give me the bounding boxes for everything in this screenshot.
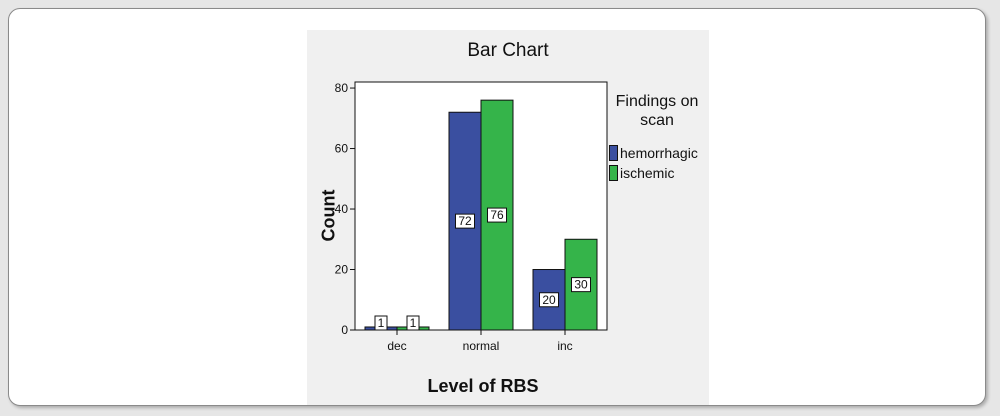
data-label: 30 — [574, 278, 588, 292]
legend-swatch-hemorrhagic — [609, 145, 618, 161]
y-tick-label: 20 — [335, 263, 349, 277]
legend-label-ischemic: ischemic — [620, 165, 675, 181]
chart-title: Bar Chart — [467, 40, 549, 61]
data-label-box — [406, 315, 420, 331]
legend-label-hemorrhagic: hemorrhagic — [620, 145, 698, 161]
y-tick-label: 80 — [335, 81, 349, 95]
data-label-box — [539, 292, 559, 308]
data-label-box — [374, 315, 388, 331]
x-axis-label: Level of RBS — [427, 376, 539, 396]
y-axis-label: Count — [318, 189, 339, 241]
data-label: 72 — [458, 214, 472, 228]
data-label-box — [455, 213, 475, 229]
data-label: 20 — [542, 293, 556, 307]
data-label-box — [571, 277, 591, 293]
y-tick-label: 60 — [335, 142, 349, 156]
data-label-box — [487, 207, 507, 223]
data-label: 1 — [378, 316, 385, 330]
legend-item-ischemic: ischemic — [609, 163, 698, 183]
chart-panel: Bar Chart 0 20 40 60 80 dec 1 1 normal 72 76 inc 20 3… — [307, 30, 709, 405]
x-tick-label: normal — [463, 339, 500, 353]
data-label: 1 — [410, 316, 417, 330]
legend-title: Findings on scan — [609, 92, 705, 130]
legend-title-line-2: scan — [640, 112, 674, 129]
x-tick-label: inc — [557, 339, 572, 353]
y-tick-label: 0 — [341, 323, 348, 337]
legend-swatch-ischemic — [609, 165, 618, 181]
x-tick-label: dec — [387, 339, 406, 353]
legend-title-line-1: Findings on — [615, 93, 699, 110]
slide-frame: Bar Chart 0 20 40 60 80 dec 1 1 normal 72 76 inc 20 3… — [8, 8, 986, 406]
data-label: 76 — [490, 208, 504, 222]
y-axis-label-box: Count — [309, 180, 349, 250]
y-tick-label: 40 — [335, 202, 349, 216]
legend-item-hemorrhagic: hemorrhagic — [609, 143, 698, 163]
legend: hemorrhagic ischemic — [609, 143, 698, 183]
